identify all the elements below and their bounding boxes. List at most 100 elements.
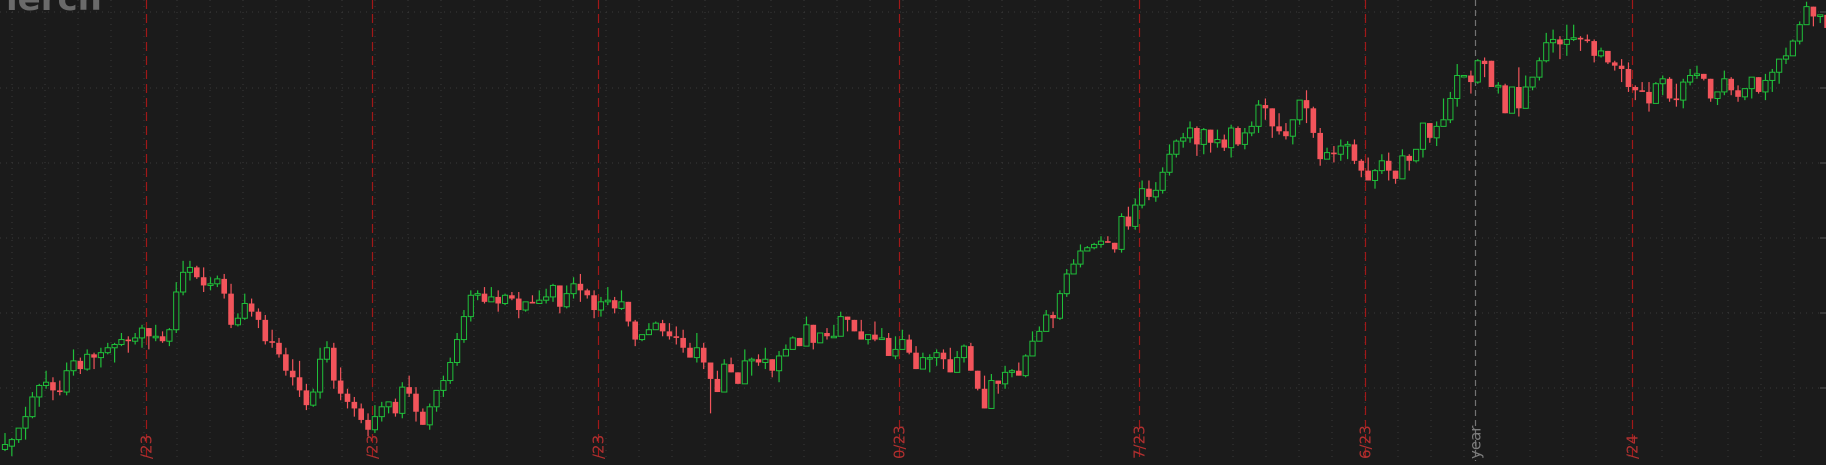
candle bbox=[1221, 134, 1228, 151]
candle-body bbox=[378, 406, 385, 418]
candle-body bbox=[1002, 371, 1009, 385]
candle-body bbox=[1029, 340, 1036, 357]
candle-body bbox=[221, 278, 227, 294]
candle bbox=[1399, 149, 1406, 180]
candle bbox=[289, 359, 296, 386]
candle-body bbox=[1200, 129, 1207, 145]
candle bbox=[440, 375, 447, 397]
candle-body bbox=[1714, 91, 1721, 99]
candle bbox=[399, 382, 406, 419]
candle bbox=[43, 370, 50, 389]
candle-body bbox=[858, 331, 865, 340]
candle bbox=[426, 403, 433, 430]
candle bbox=[77, 357, 84, 374]
candle-body bbox=[632, 321, 638, 340]
candle bbox=[789, 336, 796, 350]
candle bbox=[762, 347, 769, 370]
candle bbox=[481, 287, 488, 304]
candle bbox=[1762, 73, 1769, 101]
candle bbox=[36, 383, 43, 407]
candle bbox=[721, 359, 728, 393]
candle-body bbox=[1741, 88, 1749, 98]
candle-body bbox=[262, 319, 269, 342]
candle bbox=[1741, 88, 1749, 101]
candle bbox=[406, 375, 412, 397]
candle-body bbox=[365, 419, 371, 430]
candle-body bbox=[899, 339, 906, 350]
candle-body bbox=[721, 363, 728, 393]
candle bbox=[1693, 65, 1701, 79]
candle-body bbox=[789, 337, 796, 350]
candle-body bbox=[1646, 91, 1652, 104]
candle-body bbox=[1269, 108, 1276, 127]
candle bbox=[1611, 60, 1618, 71]
candle-body bbox=[1680, 81, 1687, 101]
candle bbox=[1460, 75, 1468, 78]
candle bbox=[70, 349, 77, 376]
candle-body bbox=[426, 406, 433, 426]
candle-body bbox=[1810, 6, 1817, 17]
candle-body bbox=[844, 316, 851, 320]
candle bbox=[1433, 121, 1440, 147]
candle-body bbox=[1605, 50, 1611, 63]
candle-body bbox=[1180, 137, 1187, 142]
candle-body bbox=[1235, 128, 1241, 145]
candle bbox=[803, 316, 810, 347]
candle bbox=[1269, 108, 1276, 138]
candle-body bbox=[234, 317, 242, 326]
candle-body bbox=[1152, 189, 1159, 198]
candle-body bbox=[1186, 127, 1194, 139]
candle-body bbox=[687, 347, 693, 358]
candle-body bbox=[241, 302, 248, 319]
candle bbox=[899, 329, 906, 350]
candle bbox=[947, 347, 954, 373]
candle bbox=[63, 362, 70, 396]
candle bbox=[673, 326, 680, 345]
candle bbox=[1721, 70, 1728, 96]
candle-body bbox=[913, 352, 919, 370]
candle-body bbox=[1522, 86, 1529, 109]
candle bbox=[1481, 57, 1488, 78]
candle bbox=[269, 329, 275, 348]
candle-body bbox=[358, 408, 364, 420]
candle-body bbox=[1358, 160, 1365, 171]
candle-body bbox=[824, 333, 830, 337]
candle bbox=[317, 347, 324, 399]
candle-body bbox=[1262, 105, 1269, 109]
candle-body bbox=[1735, 90, 1741, 97]
candle bbox=[1701, 73, 1707, 81]
candle bbox=[995, 380, 1002, 394]
candle bbox=[1591, 39, 1597, 63]
candle-body bbox=[1111, 242, 1118, 250]
period-marker-label: /23 bbox=[590, 435, 608, 459]
candle bbox=[1105, 236, 1111, 243]
candle bbox=[1132, 198, 1139, 230]
candle-body bbox=[1344, 143, 1351, 147]
candle-body bbox=[440, 380, 447, 391]
candle-body bbox=[1673, 98, 1680, 101]
candle-body bbox=[954, 357, 961, 373]
candle bbox=[1358, 159, 1365, 178]
candle bbox=[1666, 77, 1673, 102]
candle-body bbox=[1755, 77, 1762, 92]
candle-body bbox=[968, 346, 974, 371]
candle-body bbox=[1365, 170, 1371, 181]
candle-body bbox=[1146, 188, 1152, 197]
candle-body bbox=[1529, 76, 1536, 88]
candle bbox=[1563, 24, 1570, 56]
candle bbox=[1447, 91, 1454, 124]
candle bbox=[1276, 113, 1282, 135]
candle-body bbox=[1303, 100, 1310, 109]
candle bbox=[1289, 119, 1296, 145]
candle-body bbox=[1159, 171, 1166, 191]
candle-body bbox=[1214, 138, 1221, 144]
candle-body bbox=[1454, 75, 1461, 99]
candle-body bbox=[194, 267, 200, 278]
candle-body bbox=[1385, 160, 1392, 171]
candle-body bbox=[1488, 60, 1495, 87]
candle-body bbox=[118, 339, 125, 345]
candle bbox=[1111, 242, 1118, 253]
